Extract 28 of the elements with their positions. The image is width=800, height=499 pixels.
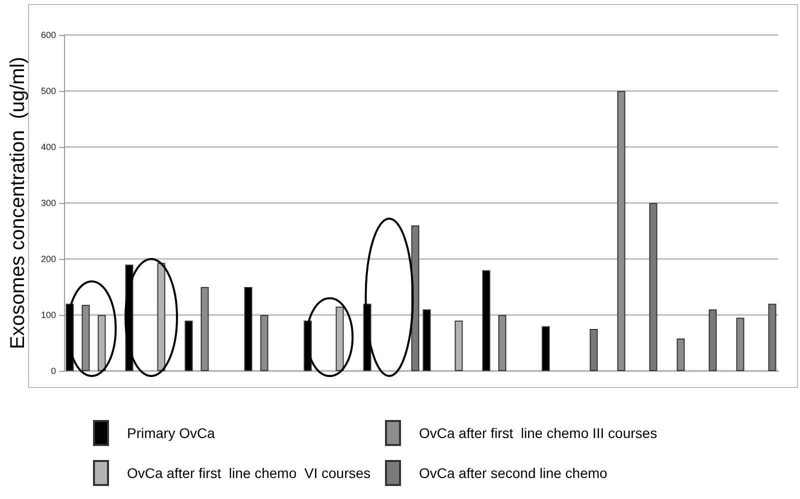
legend-label: OvCa after second line chemo — [419, 465, 608, 481]
y-tick-label: 100 — [40, 310, 56, 320]
y-tick-label: 600 — [40, 30, 56, 40]
bar — [482, 270, 490, 371]
bar — [736, 318, 744, 371]
y-tick-label: 200 — [40, 254, 56, 264]
bar — [768, 304, 776, 371]
bar — [244, 287, 252, 371]
bar — [422, 309, 431, 371]
bar — [708, 309, 717, 371]
bar — [617, 91, 626, 371]
legend-label: Primary OvCa — [127, 425, 216, 441]
y-tick-label: 400 — [40, 142, 56, 152]
bar — [498, 315, 506, 371]
bar — [676, 338, 685, 371]
legend-label: OvCa after first line chemo VI courses — [127, 465, 371, 481]
y-tick-label: 0 — [50, 366, 56, 376]
bar — [184, 320, 193, 371]
y-tick-label: 300 — [40, 198, 56, 208]
bar — [590, 329, 598, 371]
bar — [542, 326, 550, 371]
legend-label: OvCa after first line chemo III courses — [419, 425, 658, 441]
y-tick-label: 500 — [40, 86, 56, 96]
y-axis-title: Exosomes concentration (ug/ml) — [7, 56, 29, 350]
bar — [82, 304, 90, 371]
bar — [200, 287, 209, 371]
bar — [260, 315, 268, 371]
bar — [649, 203, 658, 371]
